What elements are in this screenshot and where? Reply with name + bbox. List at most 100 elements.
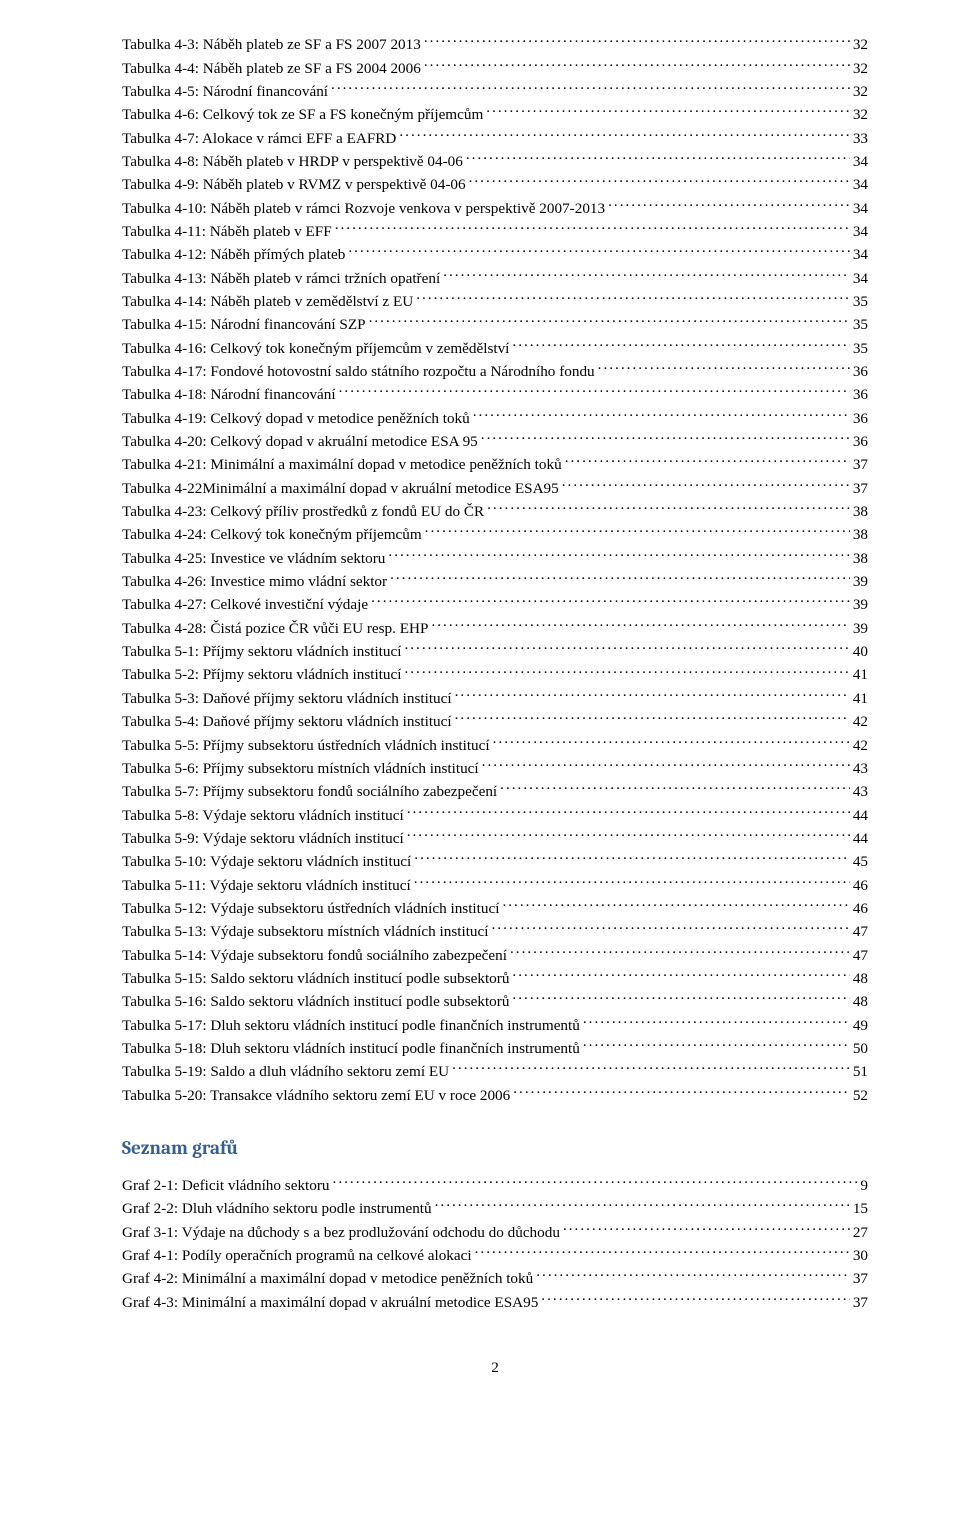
leader-dots [493,734,850,749]
leader-dots [583,1038,850,1053]
table-toc-entry[interactable]: Tabulka 4-28: Čistá pozice ČR vůči EU re… [122,618,868,640]
table-toc-entry[interactable]: Tabulka 4-23: Celkový příliv prostředků … [122,501,868,523]
table-toc-entry[interactable]: Tabulka 4-6: Celkový tok ze SF a FS kone… [122,104,868,126]
leader-dots [414,851,850,866]
table-toc-entry[interactable]: Tabulka 4-15: Národní financování SZP 35 [122,314,868,336]
table-toc-label: Tabulka 4-4: Náběh plateb ze SF a FS 200… [122,59,421,80]
table-toc-page: 36 [853,432,868,453]
table-toc-entry[interactable]: Tabulka 5-6: Příjmy subsektoru místních … [122,758,868,780]
table-toc-page: 44 [853,806,868,827]
table-toc-entry[interactable]: Tabulka 4-9: Náběh plateb v RVMZ v persp… [122,174,868,196]
leader-dots [481,431,850,446]
table-toc-page: 35 [853,292,868,313]
table-toc-label: Tabulka 4-24: Celkový tok konečným příje… [122,525,422,546]
graph-toc-label: Graf 4-1: Podíly operačních programů na … [122,1246,472,1267]
table-toc-entry[interactable]: Tabulka 5-18: Dluh sektoru vládních inst… [122,1038,868,1060]
table-toc-entry[interactable]: Tabulka 5-15: Saldo sektoru vládních ins… [122,968,868,990]
table-toc-entry[interactable]: Tabulka 4-26: Investice mimo vládní sekt… [122,571,868,593]
table-toc-entry[interactable]: Tabulka 4-22Minimální a maximální dopad … [122,478,868,500]
table-toc-entry[interactable]: Tabulka 4-24: Celkový tok konečným příje… [122,524,868,546]
table-toc-label: Tabulka 4-17: Fondové hotovostní saldo s… [122,362,595,383]
leader-dots [335,221,850,236]
table-toc-entry[interactable]: Tabulka 5-7: Příjmy subsektoru fondů soc… [122,781,868,803]
leader-dots [369,314,850,329]
table-toc-entry[interactable]: Tabulka 4-7: Alokace v rámci EFF a EAFRD… [122,127,868,149]
table-toc-page: 45 [853,852,868,873]
table-toc-entry[interactable]: Tabulka 5-13: Výdaje subsektoru místních… [122,921,868,943]
table-toc-entry[interactable]: Tabulka 5-4: Daňové příjmy sektoru vládn… [122,711,868,733]
table-toc-page: 32 [853,105,868,126]
table-toc-entry[interactable]: Tabulka 4-27: Celkové investiční výdaje … [122,594,868,616]
table-toc-entry[interactable]: Tabulka 5-12: Výdaje subsektoru ústřední… [122,898,868,920]
table-toc-entry[interactable]: Tabulka 5-9: Výdaje sektoru vládních ins… [122,828,868,850]
leader-dots [425,524,850,539]
table-toc-entry[interactable]: Tabulka 5-1: Příjmy sektoru vládních ins… [122,641,868,663]
graph-toc-label: Graf 2-2: Dluh vládního sektoru podle in… [122,1199,432,1220]
table-toc-page: 46 [853,899,868,920]
table-toc-entry[interactable]: Tabulka 4-14: Náběh plateb v zemědělství… [122,291,868,313]
table-toc-label: Tabulka 4-10: Náběh plateb v rámci Rozvo… [122,199,605,220]
leader-dots [424,57,850,72]
graph-toc-label: Graf 4-2: Minimální a maximální dopad v … [122,1269,533,1290]
leader-dots [512,968,849,983]
table-toc-entry[interactable]: Tabulka 4-11: Náběh plateb v EFF 34 [122,221,868,243]
table-toc-label: Tabulka 5-3: Daňové příjmy sektoru vládn… [122,689,452,710]
table-toc-label: Tabulka 4-20: Celkový dopad v akruální m… [122,432,478,453]
table-toc-label: Tabulka 4-8: Náběh plateb v HRDP v persp… [122,152,463,173]
graph-toc-entry[interactable]: Graf 4-1: Podíly operačních programů na … [122,1245,868,1267]
table-toc-page: 38 [853,549,868,570]
table-toc-entry[interactable]: Tabulka 5-3: Daňové příjmy sektoru vládn… [122,688,868,710]
leader-dots [407,828,850,843]
table-toc-entry[interactable]: Tabulka 5-17: Dluh sektoru vládních inst… [122,1014,868,1036]
graph-toc-entry[interactable]: Graf 4-2: Minimální a maximální dopad v … [122,1268,868,1290]
graph-toc-entry[interactable]: Graf 2-1: Deficit vládního sektoru 9 [122,1175,868,1197]
leader-dots [333,1175,858,1190]
leader-dots [407,804,850,819]
table-toc-label: Tabulka 4-21: Minimální a maximální dopa… [122,455,562,476]
table-toc-page: 33 [853,129,868,150]
table-toc-page: 34 [853,269,868,290]
leader-dots [414,874,850,889]
leader-dots [512,337,849,352]
graph-toc-entry[interactable]: Graf 2-2: Dluh vládního sektoru podle in… [122,1198,868,1220]
table-toc-page: 41 [853,689,868,710]
table-toc-label: Tabulka 4-16: Celkový tok konečným příje… [122,339,509,360]
table-toc-entry[interactable]: Tabulka 4-3: Náběh plateb ze SF a FS 200… [122,34,868,56]
table-toc-label: Tabulka 5-16: Saldo sektoru vládních ins… [122,992,509,1013]
leader-dots [541,1292,850,1307]
table-toc-entry[interactable]: Tabulka 4-20: Celkový dopad v akruální m… [122,431,868,453]
leader-dots [482,758,850,773]
table-toc-entry[interactable]: Tabulka 4-21: Minimální a maximální dopa… [122,454,868,476]
table-toc-entry[interactable]: Tabulka 5-19: Saldo a dluh vládního sekt… [122,1061,868,1083]
table-toc-entry[interactable]: Tabulka 4-25: Investice ve vládním sekto… [122,548,868,570]
table-toc-entry[interactable]: Tabulka 4-13: Náběh plateb v rámci tržní… [122,267,868,289]
table-toc-entry[interactable]: Tabulka 5-14: Výdaje subsektoru fondů so… [122,944,868,966]
table-toc-entry[interactable]: Tabulka 4-10: Náběh plateb v rámci Rozvo… [122,197,868,219]
table-toc-entry[interactable]: Tabulka 5-16: Saldo sektoru vládních ins… [122,991,868,1013]
table-toc-entry[interactable]: Tabulka 5-5: Příjmy subsektoru ústředníc… [122,734,868,756]
table-toc-entry[interactable]: Tabulka 4-5: Národní financování 32 [122,81,868,103]
graph-toc-entry[interactable]: Graf 4-3: Minimální a maximální dopad v … [122,1292,868,1314]
leader-dots [404,641,849,656]
table-toc-entry[interactable]: Tabulka 4-8: Náběh plateb v HRDP v persp… [122,151,868,173]
leader-dots [399,127,849,142]
graph-toc-entry[interactable]: Graf 3-1: Výdaje na důchody s a bez prod… [122,1222,868,1244]
leader-dots [502,898,849,913]
table-toc-label: Tabulka 5-1: Příjmy sektoru vládních ins… [122,642,401,663]
table-toc-entry[interactable]: Tabulka 5-10: Výdaje sektoru vládních in… [122,851,868,873]
table-toc-label: Tabulka 4-18: Národní financování [122,385,336,406]
table-toc-entry[interactable]: Tabulka 4-17: Fondové hotovostní saldo s… [122,361,868,383]
graph-toc-page: 9 [860,1176,868,1197]
table-toc-entry[interactable]: Tabulka 5-2: Příjmy sektoru vládních ins… [122,664,868,686]
table-toc-entry[interactable]: Tabulka 4-18: Národní financování 36 [122,384,868,406]
table-toc-entry[interactable]: Tabulka 4-16: Celkový tok konečným příje… [122,337,868,359]
table-toc-entry[interactable]: Tabulka 4-12: Náběh přímých plateb 34 [122,244,868,266]
table-toc-page: 32 [853,35,868,56]
table-toc-entry[interactable]: Tabulka 5-11: Výdaje sektoru vládních in… [122,874,868,896]
table-toc-entry[interactable]: Tabulka 5-20: Transakce vládního sektoru… [122,1084,868,1106]
table-toc-entry[interactable]: Tabulka 4-19: Celkový dopad v metodice p… [122,408,868,430]
table-toc-entry[interactable]: Tabulka 4-4: Náběh plateb ze SF a FS 200… [122,57,868,79]
graph-toc-page: 30 [853,1246,868,1267]
table-toc-entry[interactable]: Tabulka 5-8: Výdaje sektoru vládních ins… [122,804,868,826]
table-toc-label: Tabulka 5-15: Saldo sektoru vládních ins… [122,969,509,990]
